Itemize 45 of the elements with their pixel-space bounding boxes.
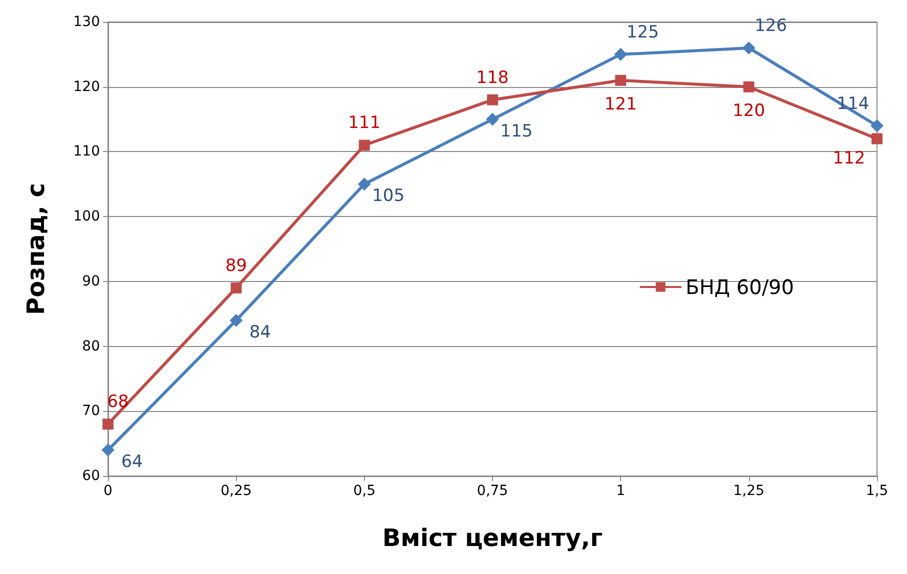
y-tick-label: 110 bbox=[73, 144, 100, 160]
x-tick-label: 0 bbox=[104, 483, 112, 499]
data-label: 105 bbox=[372, 186, 405, 206]
y-tick-label: 60 bbox=[82, 468, 100, 484]
point bbox=[230, 282, 242, 294]
data-label: 89 bbox=[225, 256, 247, 276]
data-label: 125 bbox=[626, 22, 659, 42]
x-tick-label: 1,5 bbox=[866, 483, 888, 499]
x-tick-label: 0,25 bbox=[220, 483, 252, 499]
y-axis-title: Розпад, с bbox=[22, 183, 50, 315]
x-axis-title: Вміст цементу,г bbox=[382, 524, 603, 552]
point bbox=[358, 140, 370, 151]
data-label: 84 bbox=[249, 322, 271, 342]
point bbox=[743, 81, 754, 92]
data-label: 114 bbox=[836, 94, 870, 114]
point bbox=[486, 112, 499, 126]
legend-label: БНД 60/90 bbox=[686, 275, 794, 299]
x-tick-label: 0,75 bbox=[476, 483, 508, 499]
data-label: 120 bbox=[732, 100, 766, 121]
point bbox=[614, 48, 628, 61]
y-tick-label: 70 bbox=[82, 403, 100, 420]
data-label: 112 bbox=[832, 148, 866, 169]
x-tick-label: 0,5 bbox=[353, 483, 376, 499]
point bbox=[872, 133, 882, 144]
y-tick-label: 120 bbox=[73, 78, 100, 95]
point bbox=[870, 119, 884, 132]
y-tick-label: 90 bbox=[82, 273, 100, 290]
data-label: 111 bbox=[348, 113, 381, 134]
point bbox=[102, 418, 114, 430]
point bbox=[487, 94, 498, 106]
data-label: 64 bbox=[121, 452, 143, 472]
data-label: 118 bbox=[476, 68, 509, 88]
point bbox=[102, 444, 114, 457]
point bbox=[230, 314, 243, 327]
y-tick-label: 80 bbox=[82, 338, 100, 354]
data-label: 68 bbox=[107, 392, 129, 412]
y-tick-label: 100 bbox=[73, 208, 100, 225]
point bbox=[742, 41, 756, 54]
data-label: 121 bbox=[604, 94, 637, 114]
x-tick-label: 1 bbox=[616, 483, 626, 499]
point bbox=[358, 178, 371, 191]
data-label: 115 bbox=[500, 121, 533, 142]
x-tick-label: 1,25 bbox=[733, 483, 764, 499]
point bbox=[615, 74, 626, 86]
y-tick-label: 130 bbox=[73, 14, 100, 30]
